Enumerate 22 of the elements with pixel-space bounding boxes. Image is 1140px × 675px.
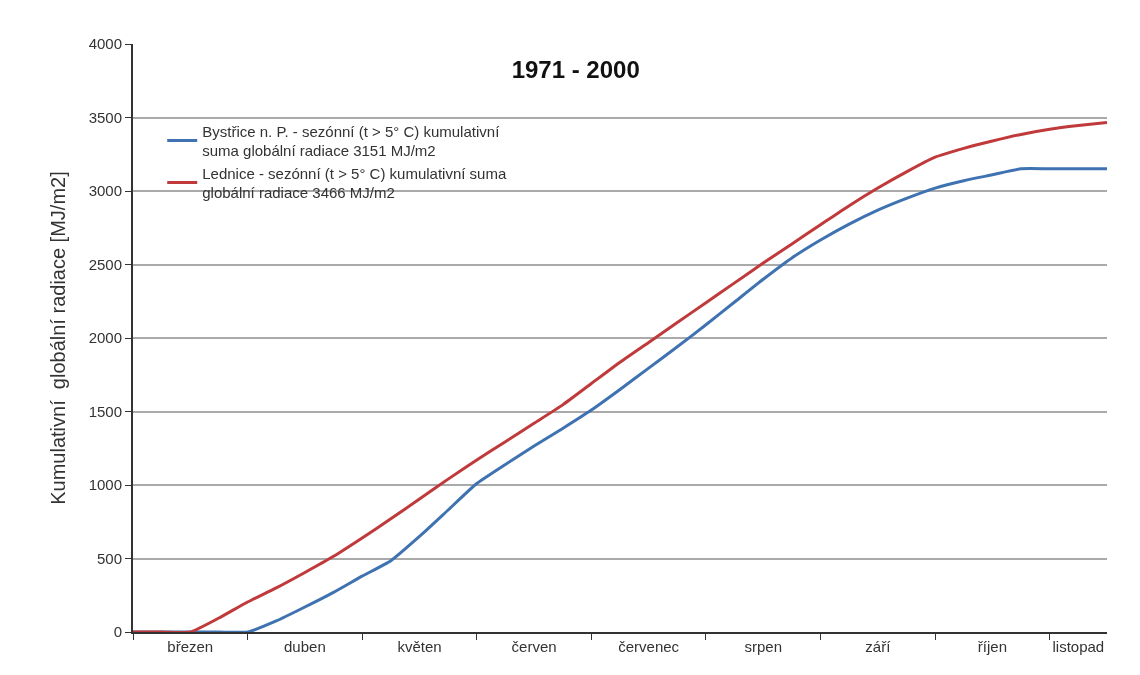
y-tick-label: 500 <box>96 549 122 567</box>
y-tick-label: 0 <box>113 623 122 641</box>
text: 1971 - 2000 <box>511 55 640 83</box>
y-tick-label: 2000 <box>88 329 122 347</box>
x-tick-label: březen <box>167 638 214 655</box>
legend-label: Bystřice n. P. - sezónní (t > 5° C) kumulativní suma globální radiace 3151 MJ/m2 <box>202 122 501 160</box>
x-tick-label: srpen <box>744 638 783 655</box>
x-tick-label: listopad <box>1052 638 1105 655</box>
y-tick-label: 4000 <box>88 35 122 53</box>
x-tick-label: duben <box>284 638 326 655</box>
x-tick-label: květen <box>397 638 442 655</box>
y-tick-label: 1000 <box>88 476 122 494</box>
x-tick-label: říjen <box>977 638 1007 655</box>
x-tick-label: září <box>865 638 892 655</box>
y-tick-label: 3000 <box>88 182 122 200</box>
y-tick-label: 2500 <box>88 255 122 273</box>
y-tick-label: 1500 <box>88 402 122 420</box>
y-tick-label: 3500 <box>88 108 122 126</box>
legend-label: Lednice - sezónní (t > 5° C) kumulativní suma globální radiace 3466 MJ/m2 <box>202 164 507 202</box>
y-axis-title: Kumulativní globální radiace [MJ/m2] <box>46 171 69 505</box>
x-tick-label: červenec <box>618 638 680 655</box>
x-tick-label: červen <box>511 638 557 655</box>
